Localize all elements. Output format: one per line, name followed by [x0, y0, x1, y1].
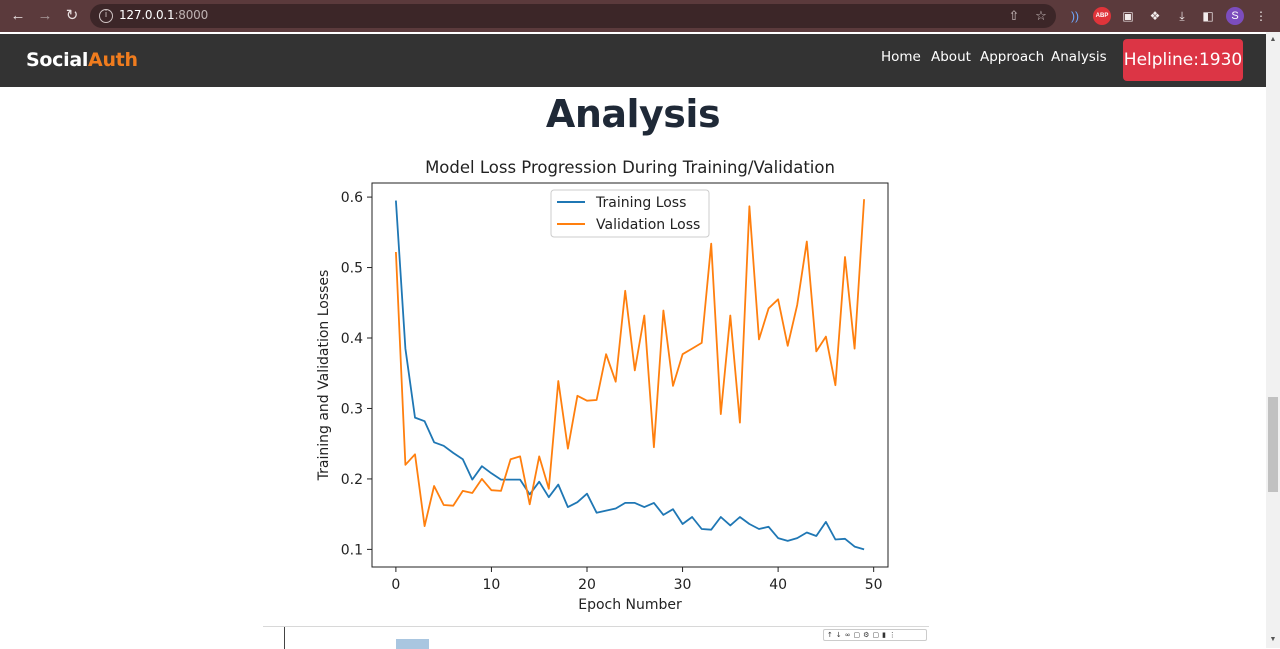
x-axis-label: Epoch Number: [578, 597, 682, 613]
x-tick-label: 50: [865, 577, 883, 593]
bookmark-star-icon[interactable]: ☆: [1035, 8, 1047, 23]
side-panel-icon[interactable]: ◧: [1202, 9, 1214, 23]
x-tick-label: 30: [674, 577, 692, 593]
helpline-button[interactable]: Helpline:1930: [1123, 39, 1243, 81]
x-tick-label: 0: [391, 577, 400, 593]
y-tick-label: 0.4: [341, 331, 363, 347]
plot-lines: [395, 199, 865, 551]
download-icon[interactable]: ⤓: [1179, 9, 1185, 23]
chart-legend: Training Loss Validation Loss: [550, 189, 710, 238]
chart-title: Model Loss Progression During Training/V…: [425, 158, 835, 177]
training-loss-line: [395, 200, 865, 551]
page-title: Analysis: [545, 92, 721, 136]
nav-link-home[interactable]: Home: [881, 49, 921, 65]
profile-avatar[interactable]: S: [1226, 7, 1244, 25]
x-tick-label: 40: [769, 577, 787, 593]
nav-link-analysis[interactable]: Analysis: [1051, 49, 1107, 65]
share-icon[interactable]: ⇧: [1008, 8, 1020, 23]
scroll-thumb[interactable]: [1268, 397, 1278, 492]
second-figure: ↑↓∞▢⚙▢▮⋮: [263, 626, 929, 649]
legend-label-validation: Validation Loss: [596, 217, 700, 233]
scroll-down-arrow-icon[interactable]: ▼: [1269, 636, 1277, 643]
x-axis: 0 10 20 30 40 50: [391, 567, 883, 593]
site-info-icon[interactable]: i: [99, 9, 113, 23]
second-figure-axis: [284, 627, 285, 649]
y-axis-label: Training and Validation Losses: [316, 270, 332, 482]
menu-kebab-icon[interactable]: ⋮: [1255, 9, 1267, 23]
brand-logo[interactable]: SocialAuth: [26, 49, 138, 71]
y-tick-label: 0.1: [341, 542, 363, 558]
site-navbar: SocialAuth Home About Approach Analysis …: [0, 34, 1266, 87]
plot-frame: [371, 182, 889, 568]
validation-loss-line: [395, 199, 865, 528]
url-text[interactable]: 127.0.0.1:8000: [119, 8, 209, 22]
reload-icon[interactable]: ↻: [65, 7, 79, 24]
legend-label-training: Training Loss: [595, 195, 686, 211]
page-scrollbar[interactable]: ▲ ▼: [1266, 32, 1280, 648]
back-arrow-icon[interactable]: ←: [10, 7, 26, 24]
second-figure-bar: [396, 639, 429, 649]
y-tick-label: 0.3: [341, 401, 363, 417]
nav-link-about[interactable]: About: [931, 49, 971, 65]
address-bar[interactable]: i 127.0.0.1:8000 ⇧ ☆: [90, 4, 1056, 28]
nav-link-approach[interactable]: Approach: [980, 49, 1045, 65]
y-tick-label: 0.5: [341, 261, 363, 277]
x-tick-label: 20: [578, 577, 596, 593]
adblock-icon[interactable]: ABP: [1093, 7, 1111, 25]
extension-box-icon[interactable]: ▣: [1122, 9, 1134, 23]
loss-chart-svg: Model Loss Progression During Training/V…: [316, 158, 889, 613]
extensions-puzzle-icon[interactable]: ❖: [1149, 9, 1161, 23]
forward-arrow-icon[interactable]: →: [37, 7, 53, 24]
legend-box: [550, 189, 710, 238]
browser-toolbar: ← → ↻ i 127.0.0.1:8000 ⇧ ☆ )) ABP ▣ ❖ ⤓ …: [0, 0, 1280, 32]
read-aloud-icon[interactable]: )): [1071, 9, 1079, 23]
y-tick-label: 0.2: [341, 472, 363, 488]
y-tick-label: 0.6: [341, 190, 363, 206]
x-tick-label: 10: [483, 577, 501, 593]
figure-toolbar[interactable]: ↑↓∞▢⚙▢▮⋮: [823, 629, 927, 641]
loss-chart: Model Loss Progression During Training/V…: [300, 150, 920, 620]
y-axis: 0.1 0.2 0.3 0.4 0.5 0.6: [341, 190, 372, 558]
scroll-up-arrow-icon[interactable]: ▲: [1269, 36, 1277, 43]
